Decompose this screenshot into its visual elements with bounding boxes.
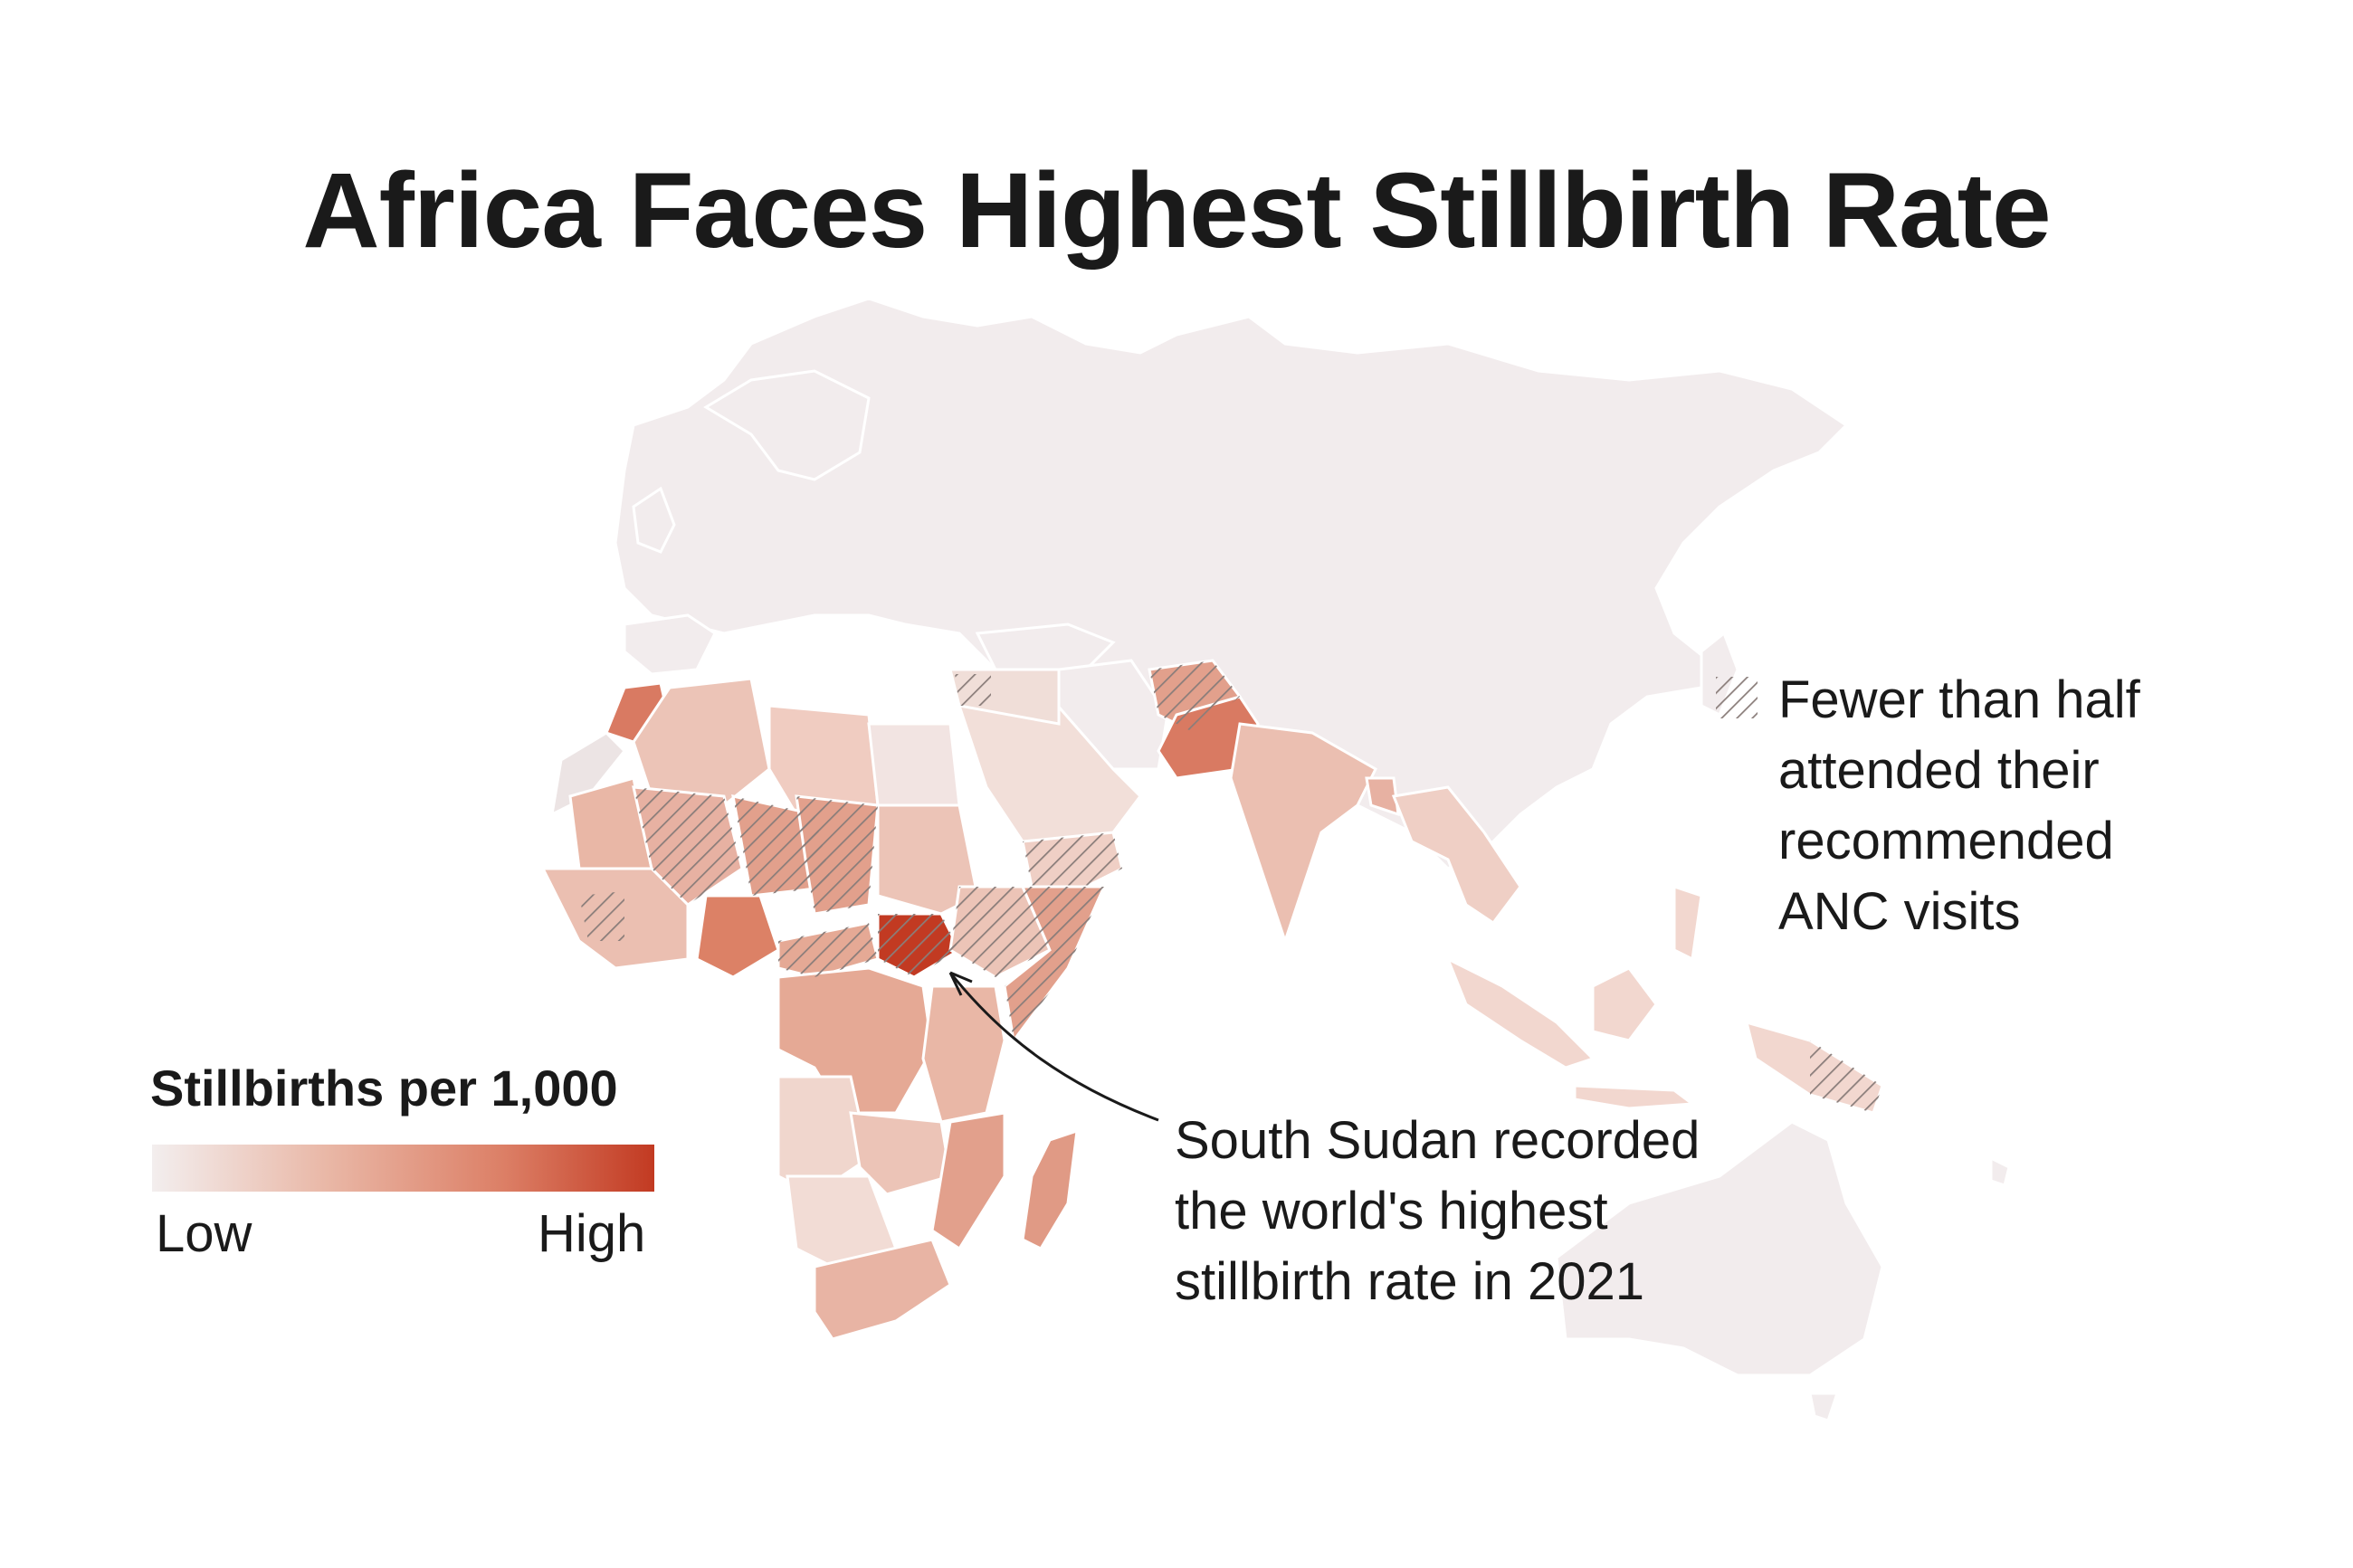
- hatch-legend-swatch: [1716, 677, 1758, 718]
- hatch-note-line: attended their: [1778, 741, 2100, 800]
- afg-pak-hatch: [1149, 660, 1240, 733]
- region-western-sahara: [550, 731, 627, 817]
- annotation-line: South Sudan recorded: [1175, 1111, 1700, 1170]
- legend-title: Stillbirths per 1,000: [150, 1060, 618, 1117]
- region-south-africa: [813, 1238, 952, 1341]
- eurasia-landmass: [614, 297, 1849, 870]
- annotation-arrow: [948, 972, 1159, 1122]
- region-india: [1229, 722, 1377, 946]
- hatch-note-line: Fewer than half: [1778, 670, 2140, 729]
- region-zambia-zim: [849, 1111, 952, 1196]
- region-indonesia-west: [1445, 955, 1596, 1069]
- region-australia: [1555, 1120, 1884, 1377]
- annotation-line: the world's highest: [1175, 1182, 1608, 1240]
- africa-hatched: [579, 787, 1104, 1041]
- hatch-note-line: recommended: [1778, 812, 2114, 870]
- region-eurasia: [614, 297, 1849, 870]
- syria-hatch: [955, 674, 991, 706]
- legend-low-label: Low: [156, 1204, 252, 1263]
- yemen-hatch: [1023, 832, 1122, 896]
- south-sudan-annotation: South Sudan recorded the world's highest…: [1175, 1106, 1772, 1317]
- hatch-legend-note: Fewer than half attended their recommend…: [1778, 665, 2204, 947]
- legend-color-scale: [152, 1145, 654, 1192]
- region-pacific-islands: [1989, 1155, 2011, 1187]
- region-turkey-caucasus: [975, 622, 1116, 671]
- region-drc: [776, 966, 934, 1115]
- region-mozambique: [930, 1111, 1006, 1251]
- region-east-africa: [921, 984, 1006, 1124]
- region-indochina: [1391, 785, 1522, 926]
- oceania: [1555, 1120, 2011, 1422]
- region-borneo: [1591, 966, 1658, 1042]
- legend-high-label: High: [538, 1204, 646, 1263]
- region-indonesia-east: [1573, 1084, 1697, 1110]
- region-nigeria: [695, 894, 780, 979]
- region-iberia: [623, 613, 717, 676]
- region-madagascar: [1021, 1128, 1079, 1250]
- hatch-note-line: ANC visits: [1778, 882, 2021, 941]
- region-philippines: [1672, 884, 1703, 962]
- png-hatch: [1810, 1041, 1882, 1113]
- region-tasmania: [1808, 1392, 1840, 1422]
- page-title: Africa Faces Highest Stillbirth Rate: [302, 151, 2051, 271]
- region-scandinavia: [703, 369, 871, 481]
- region-bangladesh: [1365, 776, 1400, 817]
- annotation-arrowhead: [948, 971, 973, 996]
- region-egypt: [867, 722, 961, 807]
- annotation-line: stillbirth rate in 2021: [1175, 1252, 1645, 1311]
- region-uk: [632, 486, 676, 554]
